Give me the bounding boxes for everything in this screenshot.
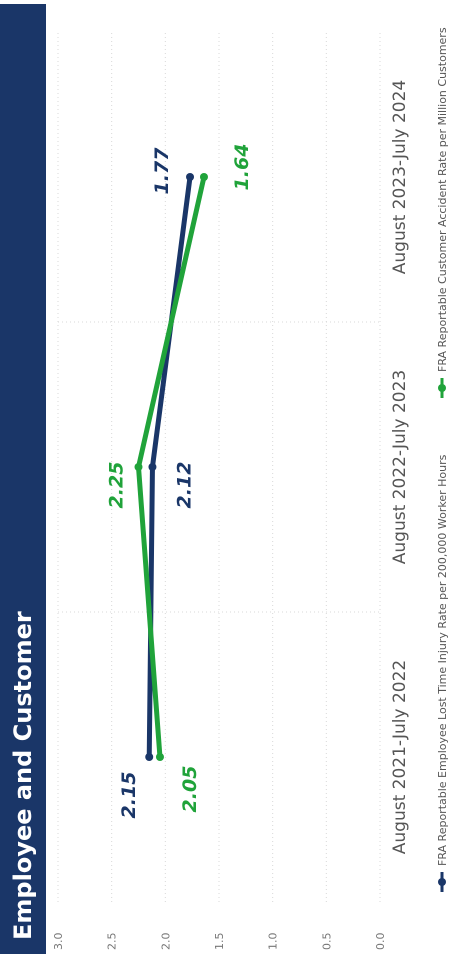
y-tick-label: 2.5 bbox=[106, 933, 119, 951]
data-label: 1.77 bbox=[151, 147, 173, 195]
data-point bbox=[145, 753, 154, 761]
y-tick-label: 0.5 bbox=[320, 933, 333, 951]
data-point bbox=[148, 463, 157, 471]
y-tick-label: 2.0 bbox=[159, 933, 172, 951]
y-tick-label: 0.0 bbox=[374, 933, 387, 951]
data-point bbox=[199, 173, 208, 181]
data-point bbox=[155, 753, 164, 761]
data-point bbox=[186, 173, 195, 181]
x-tick-label: August 2021-July 2022 bbox=[390, 660, 410, 854]
legend-label: FRA Reportable Customer Accident Rate pe… bbox=[436, 27, 449, 372]
data-label: 2.15 bbox=[118, 772, 140, 819]
y-tick-label: 1.5 bbox=[213, 933, 226, 951]
x-tick-label: August 2023-July 2024 bbox=[390, 80, 410, 274]
legend-swatch-dot bbox=[438, 384, 446, 392]
y-tick-label: 1.0 bbox=[267, 933, 280, 951]
legend-label: FRA Reportable Employee Lost Time Injury… bbox=[436, 454, 449, 866]
data-point bbox=[134, 463, 143, 471]
legend-swatch-dot bbox=[438, 878, 446, 886]
x-tick-label: August 2022-July 2023 bbox=[390, 370, 410, 564]
data-label: 1.64 bbox=[231, 144, 253, 191]
data-label: 2.12 bbox=[173, 462, 195, 509]
y-tick-label: 3.0 bbox=[52, 933, 65, 951]
data-label: 2.25 bbox=[106, 462, 128, 509]
data-label: 2.05 bbox=[179, 766, 201, 813]
